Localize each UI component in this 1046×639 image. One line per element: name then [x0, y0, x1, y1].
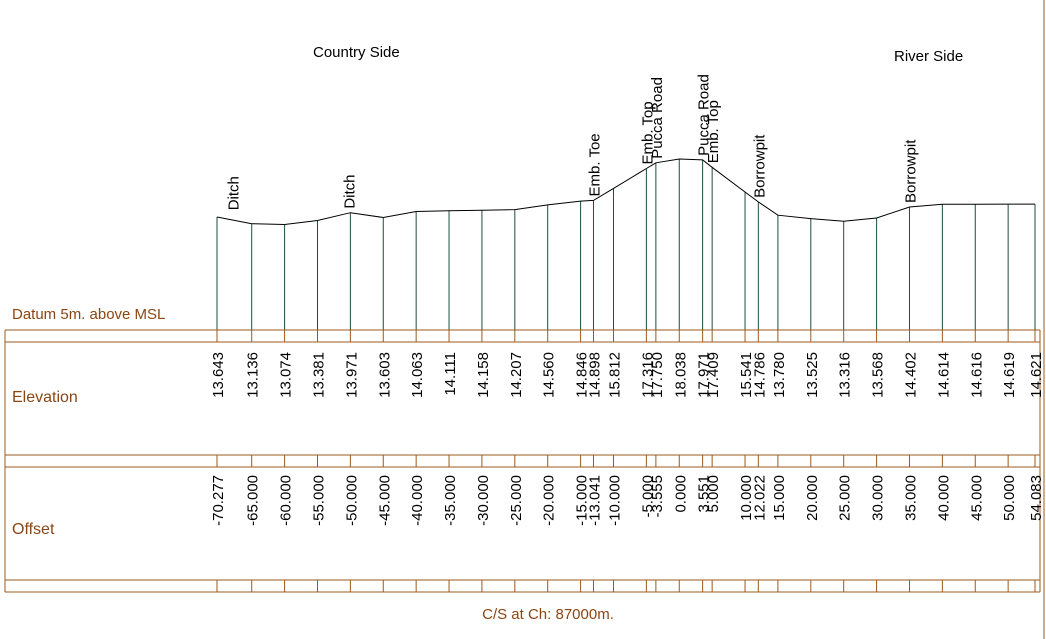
elevation-value: 14.560	[541, 352, 558, 398]
offset-values: -70.277 -65.000 -60.000 -55.000 -50.000 -45.0…	[210, 475, 1045, 526]
offset-value: 10.000	[738, 475, 755, 521]
table-frame	[4, 0, 1045, 639]
elevation-value: 13.074	[278, 352, 295, 398]
elevation-value: 17.316	[639, 352, 656, 398]
elevation-value: 18.038	[672, 352, 689, 398]
offset-value: 3.551	[696, 475, 713, 513]
offset-value: 0.000	[672, 475, 689, 513]
offset-row-label: Offset	[12, 521, 55, 538]
elevation-values: 13.643 13.136 13.074 13.381 13.971 13.603 14.0…	[210, 352, 1045, 398]
feature-label: Emb. Toe	[586, 133, 603, 196]
offset-value: 20.000	[804, 475, 821, 521]
elevation-value: 13.780	[771, 352, 788, 398]
elevation-value: 13.568	[870, 352, 887, 398]
feature-label: Pucca Road	[696, 74, 713, 156]
elevation-value: 13.525	[804, 352, 821, 398]
elevation-value: 13.136	[245, 352, 262, 398]
offset-value: -60.000	[278, 475, 295, 526]
offset-value: -30.000	[475, 475, 492, 526]
elevation-value: 14.786	[751, 352, 768, 398]
ditch-label: Ditch	[341, 174, 358, 208]
offset-value: 30.000	[870, 475, 887, 521]
offset-value: 5.000	[705, 475, 722, 513]
offset-value: -40.000	[409, 475, 426, 526]
offset-value: -20.000	[541, 475, 558, 526]
ground-profile-line	[216, 158, 1035, 226]
offset-value: 40.000	[935, 475, 952, 521]
country-side-label: Country Side	[313, 44, 400, 61]
feature-label: Borrowpit	[902, 139, 919, 203]
table-ticks	[216, 330, 1036, 592]
offset-value: 35.000	[902, 475, 919, 521]
elevation-value: 14.898	[586, 352, 603, 398]
river-side-label: River Side	[894, 48, 963, 65]
feature-label: Borrowpit	[751, 134, 768, 198]
elevation-value: 15.541	[738, 352, 755, 398]
offset-value: -5.000	[639, 475, 656, 518]
offset-value: -25.000	[508, 475, 525, 526]
offset-value: -45.000	[376, 475, 393, 526]
elevation-value: 13.643	[210, 352, 227, 398]
elevation-value: 13.971	[343, 352, 360, 398]
offset-value: 25.000	[837, 475, 854, 521]
elevation-value: 14.063	[409, 352, 426, 398]
offset-value: -3.555	[649, 475, 666, 518]
elevation-value: 14.402	[902, 352, 919, 398]
elevation-value: 14.846	[574, 352, 591, 398]
offset-value: -35.000	[442, 475, 459, 526]
elevation-value: 15.812	[606, 352, 623, 398]
offset-value: -50.000	[343, 475, 360, 526]
ditch-label: Ditch	[226, 176, 243, 210]
elevation-value: 13.316	[837, 352, 854, 398]
offset-value: 15.000	[771, 475, 788, 521]
elevation-value: 14.207	[508, 352, 525, 398]
offset-value: -55.000	[310, 475, 327, 526]
offset-value: 12.022	[751, 475, 768, 521]
offset-value: 54.083	[1028, 475, 1045, 521]
elevation-value: 14.621	[1028, 352, 1045, 398]
offset-value: -13.041	[586, 475, 603, 526]
offset-value: -15.000	[574, 475, 591, 526]
elevation-value: 17.409	[705, 352, 722, 398]
station-verticals	[216, 158, 1036, 330]
elevation-value: 14.158	[475, 352, 492, 398]
caption: C/S at Ch: 87000m.	[482, 606, 614, 623]
elevation-row-label: Elevation	[12, 389, 78, 406]
offset-value: -10.000	[606, 475, 623, 526]
elevation-value: 13.603	[376, 352, 393, 398]
feature-label: Pucca Road	[649, 77, 666, 159]
elevation-value: 13.381	[310, 352, 327, 398]
elevation-value: 17.971	[696, 352, 713, 398]
elevation-value: 14.616	[968, 352, 985, 398]
elevation-value: 14.619	[1001, 352, 1018, 398]
elevation-value: 14.614	[935, 352, 952, 398]
elevation-value: 14.111	[442, 352, 459, 396]
offset-value: 50.000	[1001, 475, 1018, 521]
feature-label: Emb. Top	[639, 101, 656, 164]
offset-value: -65.000	[245, 475, 262, 526]
datum-label: Datum 5m. above MSL	[12, 306, 165, 323]
elevation-value: 17.750	[649, 352, 666, 398]
offset-value: 45.000	[968, 475, 985, 521]
feature-label: Emb. Top	[705, 100, 722, 163]
offset-value: -70.277	[210, 475, 227, 526]
